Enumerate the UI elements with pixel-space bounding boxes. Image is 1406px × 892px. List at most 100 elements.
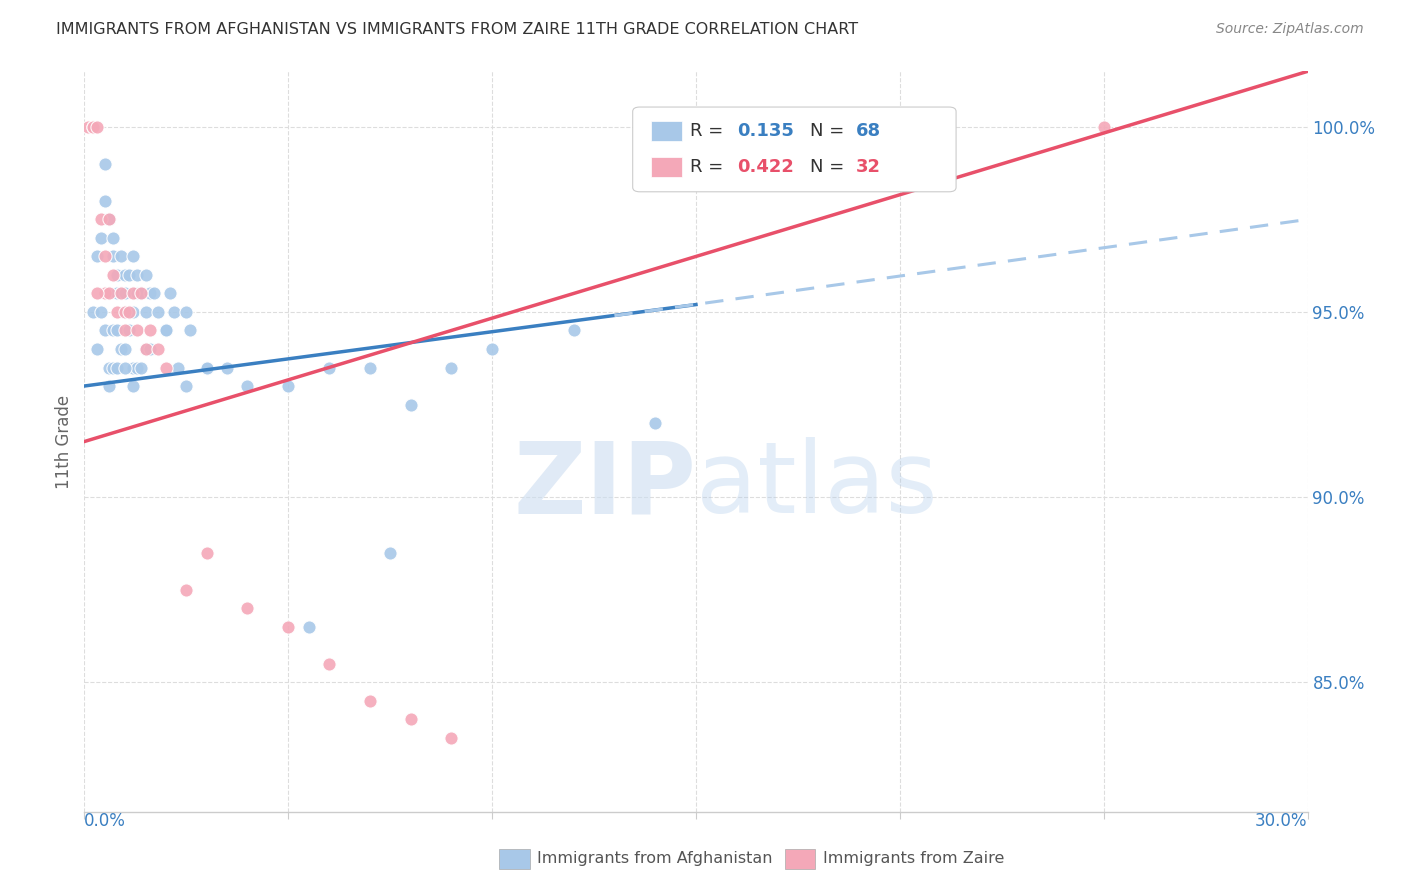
Text: 0.135: 0.135 bbox=[737, 122, 793, 140]
Point bbox=[118, 323, 141, 337]
Point bbox=[1092, 120, 1115, 134]
Point bbox=[146, 342, 169, 356]
Point bbox=[138, 323, 160, 337]
Point bbox=[77, 120, 100, 134]
Y-axis label: 11th Grade: 11th Grade bbox=[55, 394, 73, 489]
Point bbox=[97, 379, 120, 393]
Point bbox=[127, 360, 149, 375]
Point bbox=[110, 249, 132, 263]
Point bbox=[481, 342, 503, 356]
Point bbox=[236, 379, 259, 393]
Point bbox=[155, 323, 177, 337]
Point bbox=[277, 379, 299, 393]
Point bbox=[174, 582, 197, 597]
Point bbox=[114, 323, 136, 337]
Point bbox=[101, 268, 124, 282]
Point bbox=[114, 305, 136, 319]
Point bbox=[93, 194, 115, 208]
Point bbox=[131, 360, 153, 375]
Point bbox=[146, 305, 169, 319]
Point bbox=[155, 360, 177, 375]
Point bbox=[135, 268, 157, 282]
Point bbox=[562, 323, 585, 337]
Point bbox=[101, 323, 124, 337]
Point bbox=[118, 305, 141, 319]
Point bbox=[440, 360, 463, 375]
Point bbox=[359, 693, 381, 707]
Point bbox=[105, 360, 128, 375]
Point bbox=[195, 360, 218, 375]
Point bbox=[86, 120, 108, 134]
Point bbox=[105, 305, 128, 319]
Point bbox=[135, 342, 157, 356]
Point bbox=[127, 323, 149, 337]
Point bbox=[440, 731, 463, 745]
Point bbox=[359, 360, 381, 375]
Point bbox=[127, 286, 149, 301]
Point bbox=[399, 397, 422, 411]
Point bbox=[97, 286, 120, 301]
Point bbox=[380, 546, 402, 560]
Text: 68: 68 bbox=[856, 122, 882, 140]
Point bbox=[97, 360, 120, 375]
Point bbox=[93, 323, 115, 337]
Point bbox=[138, 342, 160, 356]
Point bbox=[142, 286, 165, 301]
Point bbox=[122, 305, 145, 319]
Text: R =: R = bbox=[690, 158, 730, 176]
Text: R =: R = bbox=[690, 122, 730, 140]
Point bbox=[236, 601, 259, 615]
Text: 0.422: 0.422 bbox=[737, 158, 793, 176]
Point bbox=[644, 416, 666, 430]
Point bbox=[86, 249, 108, 263]
Point bbox=[114, 342, 136, 356]
Point bbox=[114, 286, 136, 301]
Point bbox=[93, 249, 115, 263]
Point bbox=[110, 286, 132, 301]
Point bbox=[155, 323, 177, 337]
Point bbox=[118, 268, 141, 282]
Point bbox=[122, 249, 145, 263]
Point bbox=[131, 286, 153, 301]
Point bbox=[90, 305, 112, 319]
Point bbox=[277, 619, 299, 633]
Point bbox=[110, 342, 132, 356]
Point bbox=[135, 342, 157, 356]
Point bbox=[174, 305, 197, 319]
Point bbox=[86, 342, 108, 356]
Point bbox=[163, 305, 186, 319]
Point bbox=[131, 286, 153, 301]
Text: Source: ZipAtlas.com: Source: ZipAtlas.com bbox=[1216, 22, 1364, 37]
Point bbox=[90, 212, 112, 227]
Point bbox=[82, 120, 104, 134]
Text: N =: N = bbox=[810, 122, 849, 140]
Point bbox=[114, 305, 136, 319]
Point bbox=[217, 360, 239, 375]
Point bbox=[159, 286, 181, 301]
Point bbox=[97, 212, 120, 227]
Point bbox=[195, 360, 218, 375]
Text: 32: 32 bbox=[856, 158, 882, 176]
Point bbox=[93, 157, 115, 171]
Point bbox=[195, 546, 218, 560]
Point bbox=[90, 231, 112, 245]
Text: ZIP: ZIP bbox=[513, 437, 696, 534]
Point bbox=[105, 268, 128, 282]
Point bbox=[82, 120, 104, 134]
Point bbox=[135, 305, 157, 319]
Point bbox=[114, 360, 136, 375]
Text: 30.0%: 30.0% bbox=[1256, 812, 1308, 830]
Point bbox=[82, 305, 104, 319]
Text: 0.0%: 0.0% bbox=[84, 812, 127, 830]
Point bbox=[138, 286, 160, 301]
Point bbox=[105, 286, 128, 301]
Point bbox=[86, 286, 108, 301]
Text: Immigrants from Zaire: Immigrants from Zaire bbox=[823, 851, 1004, 865]
Point bbox=[122, 379, 145, 393]
Point bbox=[179, 323, 201, 337]
Point bbox=[93, 286, 115, 301]
Point bbox=[127, 268, 149, 282]
Point bbox=[298, 619, 321, 633]
Text: IMMIGRANTS FROM AFGHANISTAN VS IMMIGRANTS FROM ZAIRE 11TH GRADE CORRELATION CHAR: IMMIGRANTS FROM AFGHANISTAN VS IMMIGRANT… bbox=[56, 22, 859, 37]
Point bbox=[97, 212, 120, 227]
